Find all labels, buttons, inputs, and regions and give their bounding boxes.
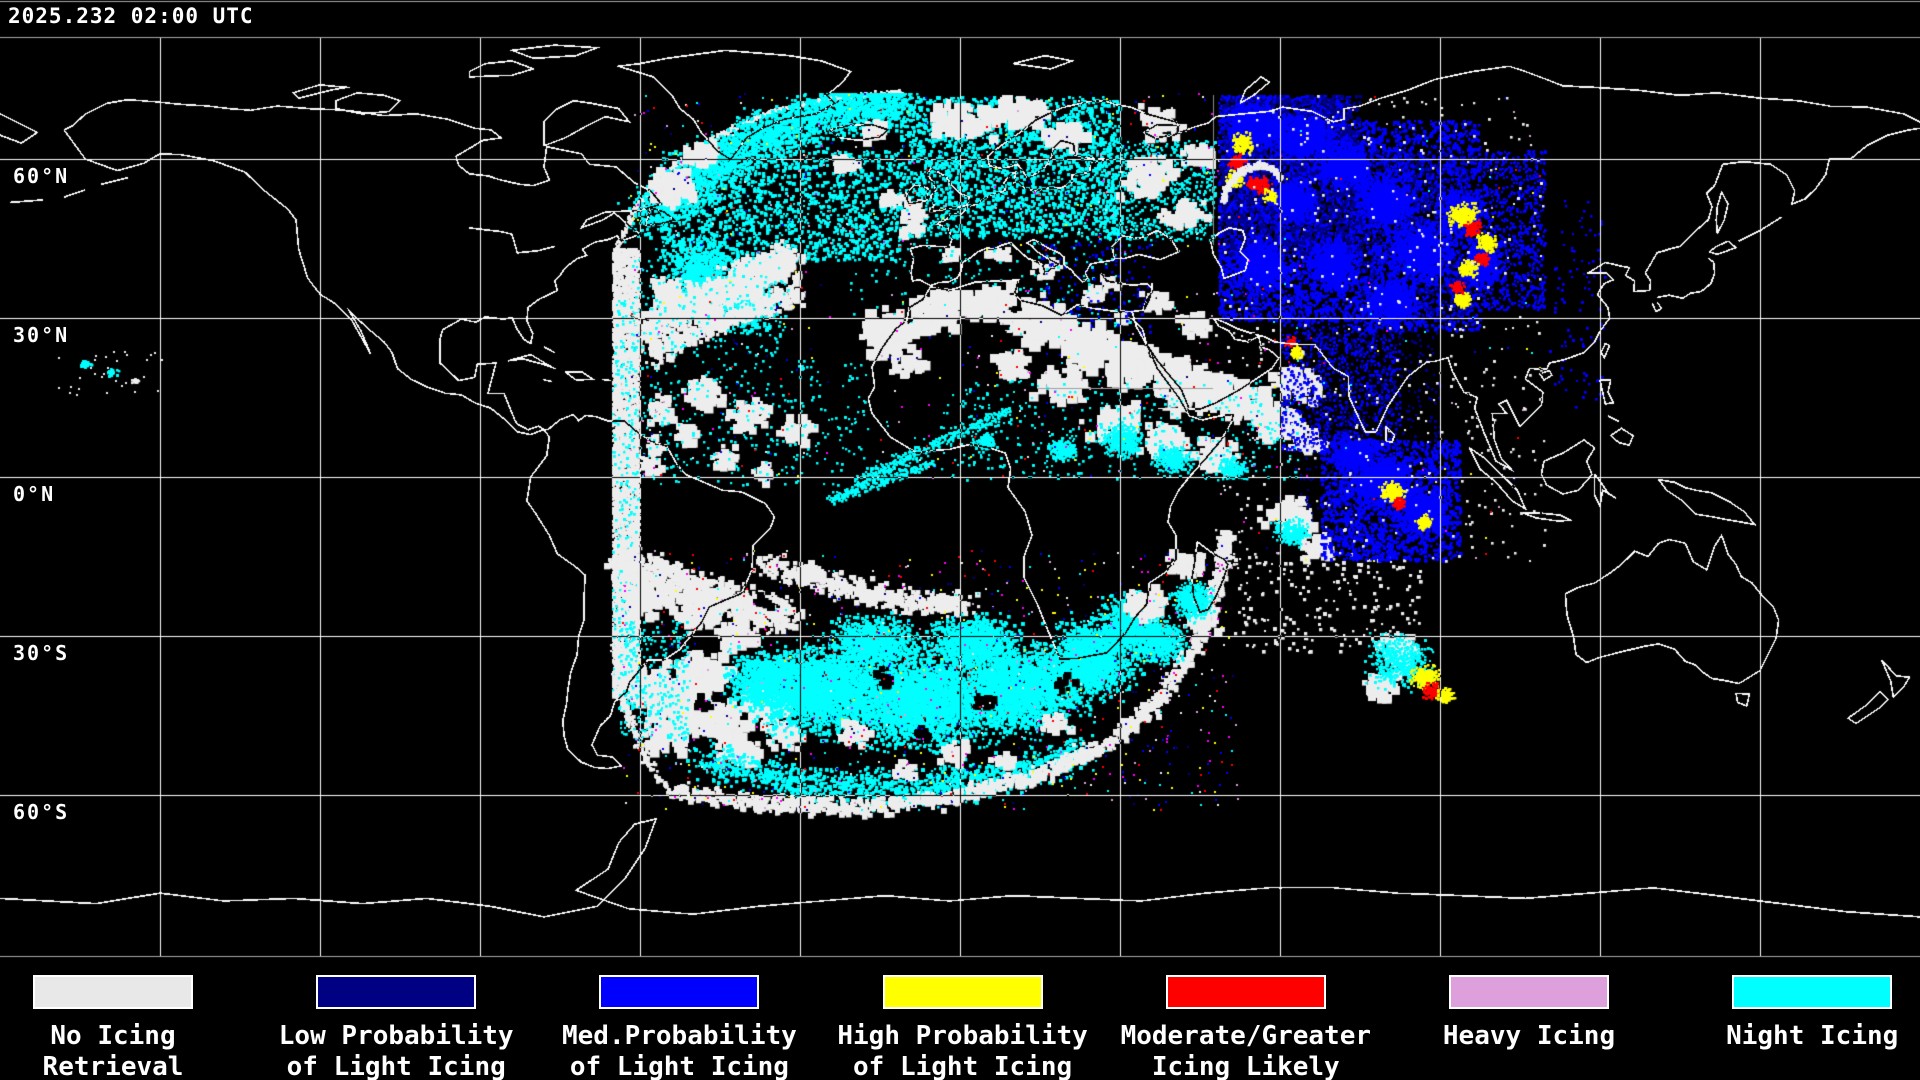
latitude-label: 60°N xyxy=(13,164,70,188)
latitude-label: 60°S xyxy=(13,800,70,824)
latitude-label: 30°N xyxy=(13,323,70,347)
latitude-label: 0°N xyxy=(13,482,56,506)
timestamp-label: 2025.232 02:00 UTC xyxy=(8,4,254,28)
latitude-label: 30°S xyxy=(13,641,70,665)
